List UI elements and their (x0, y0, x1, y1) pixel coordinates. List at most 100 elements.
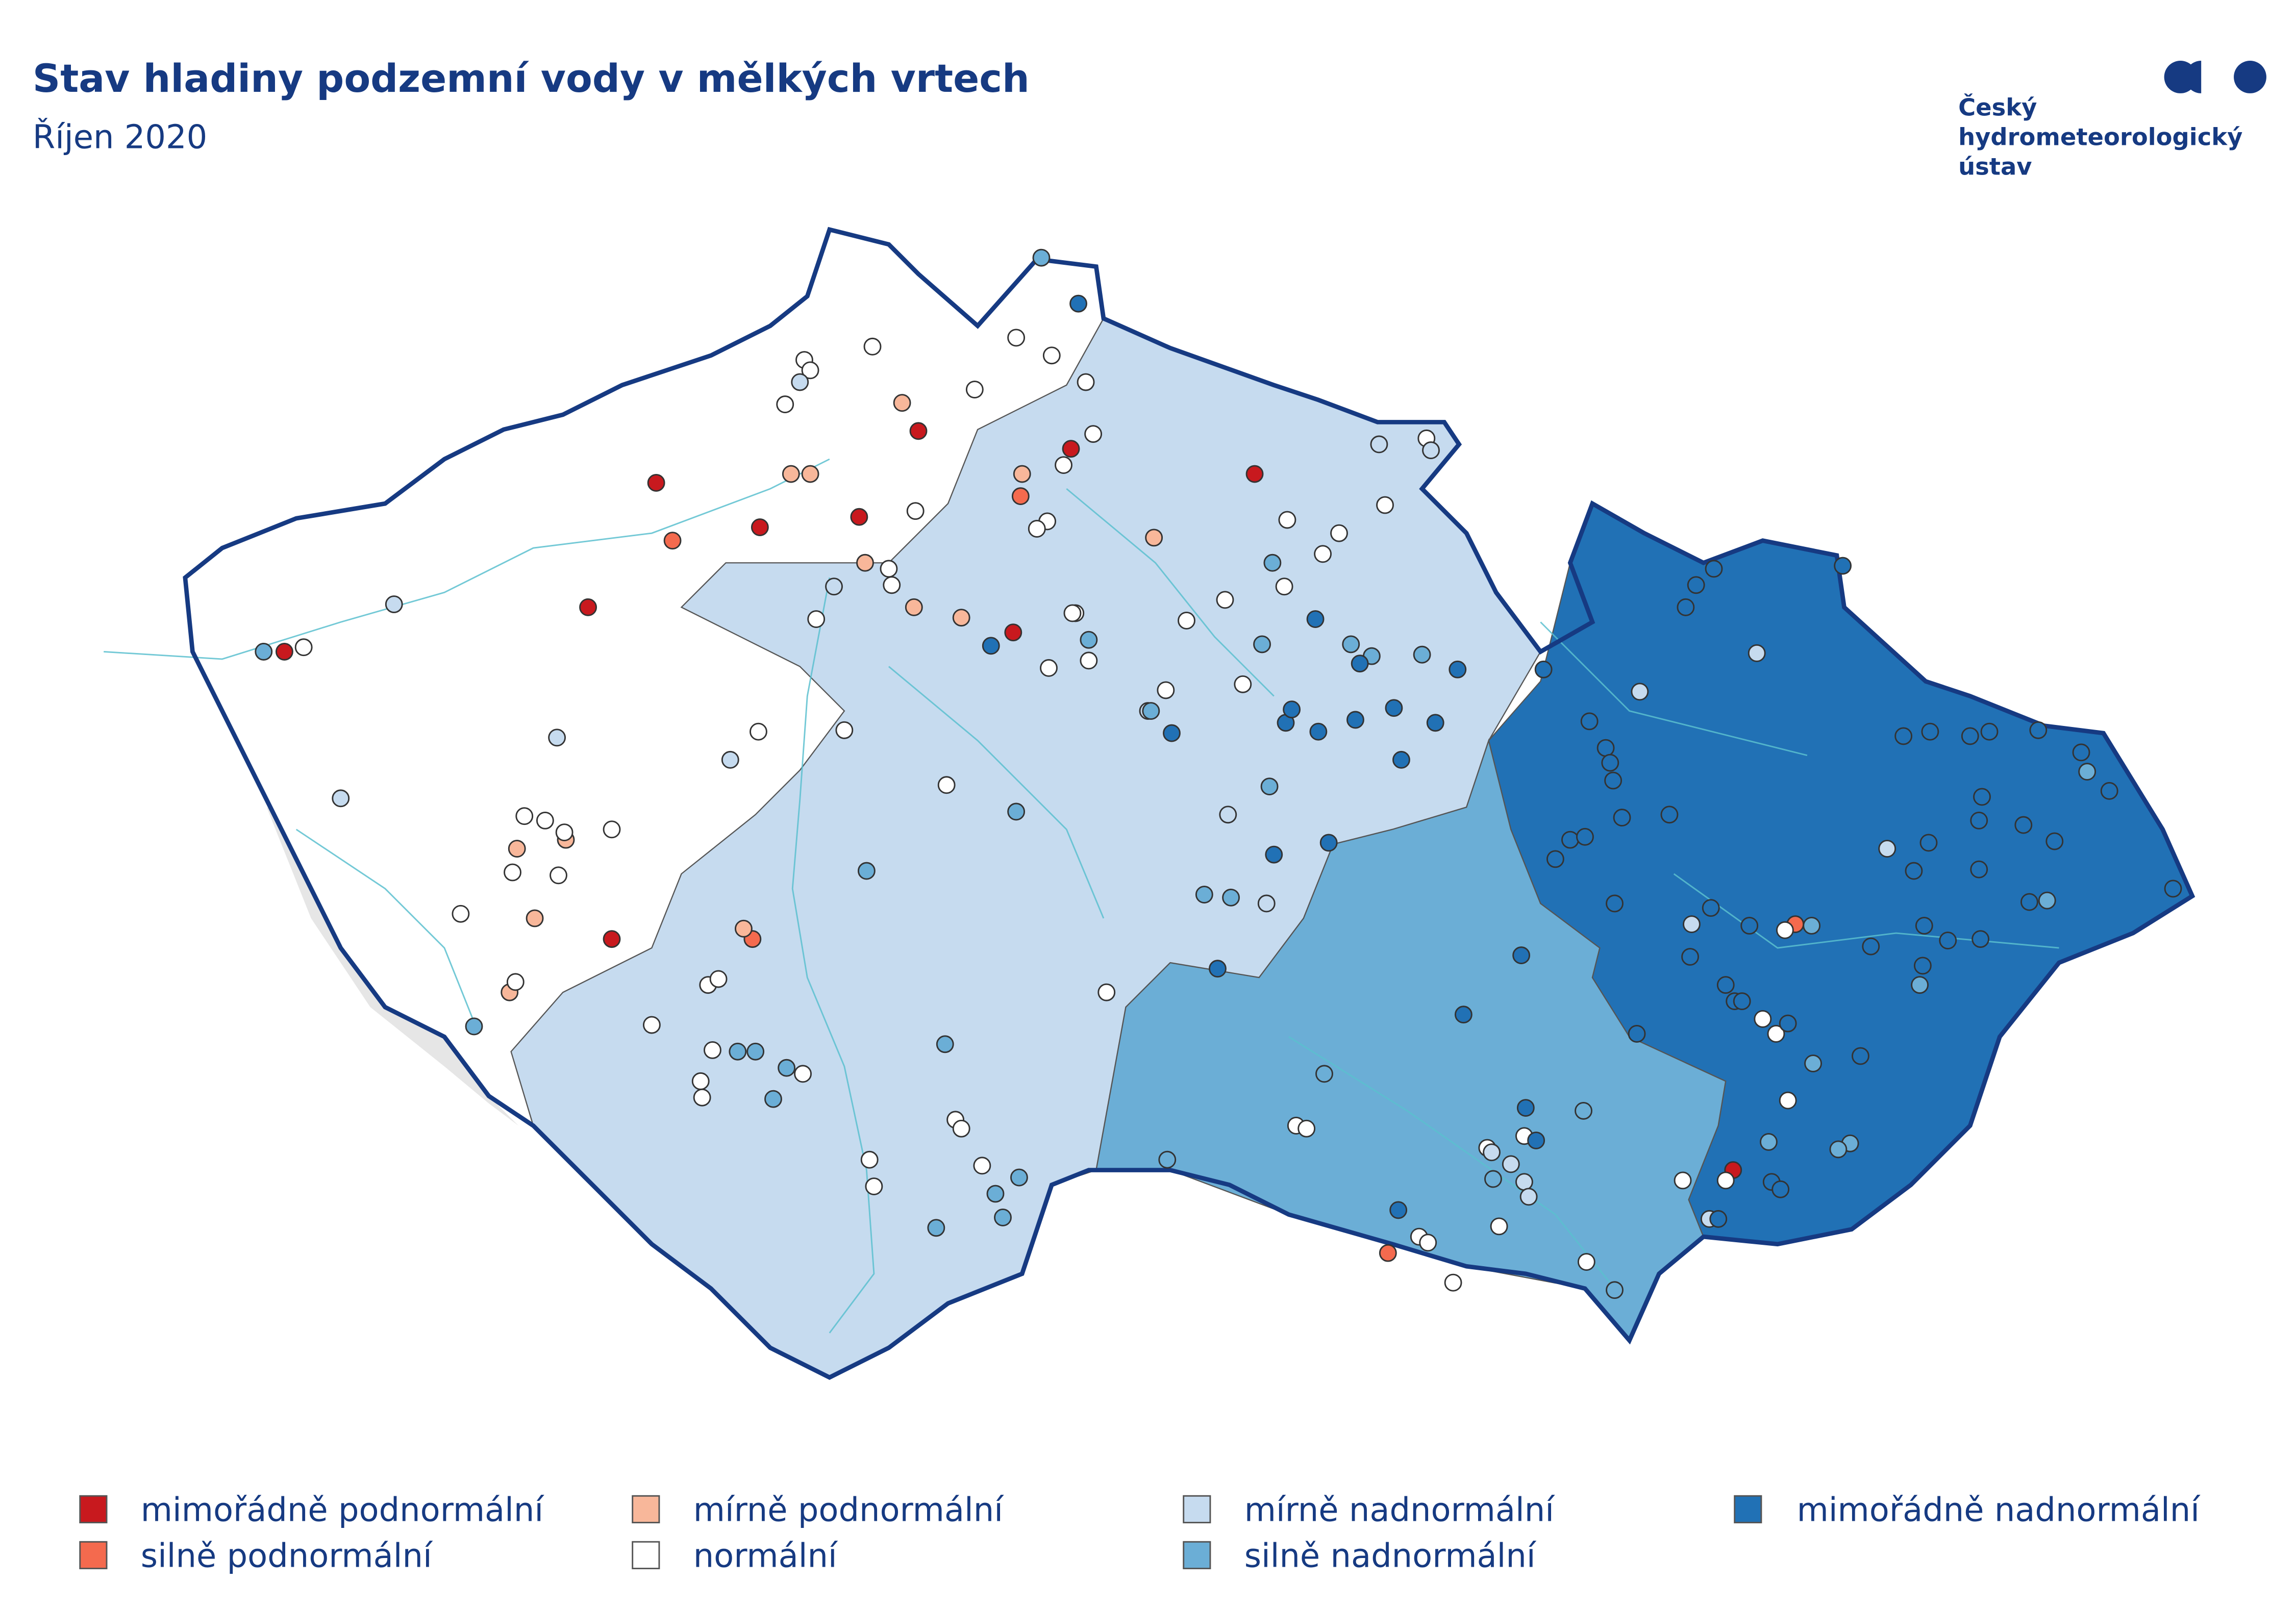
station-r3 (735, 919, 753, 938)
station-n (1275, 577, 1293, 596)
station-b3 (1681, 948, 1699, 966)
legend-label: normální (693, 1538, 838, 1575)
river (1066, 488, 1275, 697)
station-b1 (1257, 894, 1276, 913)
station-b3 (1546, 850, 1564, 868)
station-n (1278, 511, 1296, 529)
station-b2 (1829, 1140, 1848, 1159)
station-b2 (1032, 248, 1051, 267)
station-r1 (909, 422, 928, 440)
station-n (1042, 346, 1061, 365)
station-r3 (1013, 465, 1031, 483)
station-n (973, 1157, 991, 1175)
river (791, 577, 875, 1334)
station-b2 (1413, 645, 1431, 664)
station-n (1330, 524, 1348, 542)
station-n (515, 807, 534, 825)
station-b3 (1209, 960, 1227, 978)
station-b3 (1319, 834, 1338, 852)
station-n (952, 1119, 970, 1138)
station-b3 (1613, 809, 1631, 827)
station-n (1419, 1234, 1437, 1252)
river (295, 828, 475, 1022)
station-n (603, 820, 621, 839)
legend: mimořádně podnormální silně podnormální … (79, 1492, 2201, 1575)
station-b3 (1970, 811, 1988, 830)
station-r3 (856, 554, 874, 572)
station-n (1754, 1010, 1772, 1028)
station-n (1178, 612, 1195, 630)
station-b2 (255, 643, 273, 661)
station-b3 (1905, 862, 1923, 880)
station-n (1097, 983, 1116, 1001)
station-b3 (1980, 722, 1999, 741)
station-b3 (1426, 714, 1444, 732)
station-b2 (465, 1017, 483, 1036)
legend-label: silně podnormální (141, 1538, 433, 1575)
station-r1 (1004, 623, 1022, 642)
station-b2 (1195, 886, 1213, 903)
station-n (294, 638, 313, 657)
station-r2 (663, 532, 682, 550)
station-b3 (2164, 880, 2182, 898)
legend-label: silně nadnormální (1244, 1538, 1537, 1575)
station-n (1007, 329, 1026, 347)
station-r1 (1245, 465, 1264, 483)
station-b2 (1080, 631, 1098, 649)
station-n (1577, 1253, 1595, 1271)
station-n (1674, 1171, 1692, 1190)
station-b2 (1760, 1133, 1778, 1151)
station-r1 (603, 930, 621, 948)
station-n (691, 1072, 710, 1090)
station-b3 (1894, 727, 1913, 745)
station-n (1080, 651, 1098, 670)
station-b3 (1561, 831, 1579, 849)
station-b1 (1878, 840, 1896, 858)
station-r3 (801, 465, 819, 483)
station-b3 (1283, 700, 1301, 719)
chmi-logo: Český hydrometeorologický ústav (1958, 61, 2266, 181)
river (1540, 621, 1808, 757)
station-b3 (1660, 806, 1679, 824)
station-b2 (1803, 917, 1821, 935)
station-b3 (1687, 576, 1705, 594)
page-subtitle: Říjen 2020 (33, 117, 207, 156)
legend-item-r1: mimořádně podnormální (79, 1492, 544, 1529)
station-b3 (2100, 782, 2118, 800)
logo-line-3: ústav (1958, 153, 2032, 181)
station-b1 (1683, 915, 1701, 934)
station-b3 (1601, 754, 1619, 772)
station-b3 (1834, 557, 1852, 575)
station-b2 (1315, 1065, 1333, 1083)
station-b1 (825, 577, 843, 596)
station-n (643, 1016, 661, 1034)
logo-line-1: Český (1958, 93, 2037, 121)
station-r3 (782, 465, 800, 483)
station-r1 (579, 598, 597, 616)
station-b2 (857, 862, 876, 880)
station-n (1055, 456, 1072, 474)
station-b3 (1709, 1210, 1728, 1228)
station-n (536, 811, 554, 830)
station-n (506, 973, 525, 991)
station-n (1376, 496, 1394, 514)
station-b3 (1351, 655, 1369, 673)
station-n (776, 395, 794, 413)
station-b3 (1961, 727, 1979, 745)
station-r3 (526, 909, 544, 927)
station-n (1767, 1025, 1785, 1043)
station-b2 (1342, 635, 1360, 654)
station-r2 (1379, 1244, 1397, 1262)
station-b3 (2072, 743, 2090, 762)
station-r3 (952, 609, 970, 627)
station-b2 (746, 1042, 765, 1061)
station-b3 (1740, 917, 1759, 935)
station-b3 (1771, 1180, 1790, 1198)
station-n (1084, 425, 1102, 443)
station-b1 (791, 373, 809, 391)
station-b2 (1007, 802, 1026, 821)
station-b3 (1604, 771, 1623, 790)
station-b3 (1973, 788, 1991, 806)
river (104, 458, 830, 660)
